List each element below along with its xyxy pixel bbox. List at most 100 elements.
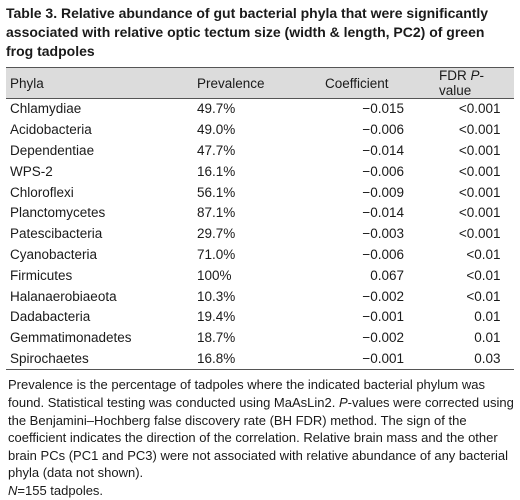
cell-phyla: WPS-2 (10, 163, 53, 179)
cell-coefficient: −0.002 (321, 328, 435, 349)
cell-coefficient-value: −0.006 (362, 163, 404, 179)
footnote-n-italic: N (8, 482, 18, 498)
cell-fdr-p-value: <0.01 (435, 265, 514, 286)
cell-fdr-value: 0.03 (474, 350, 501, 366)
cell-phyla: Cyanobacteria (10, 246, 98, 262)
header-coefficient: Coefficient (321, 67, 435, 99)
cell-fdr-value: <0.001 (458, 184, 501, 200)
cell-fdr-value: <0.001 (458, 205, 501, 221)
cell-fdr-p-value: 0.03 (435, 348, 514, 371)
cell-prevalence: 49.7% (197, 101, 236, 117)
cell-phyla: Spirochaetes (6, 348, 193, 371)
cell-fdr-p-value: <0.001 (435, 161, 514, 182)
cell-coefficient: −0.014 (321, 203, 435, 224)
cell-phyla: Chlamydiae (10, 101, 82, 117)
cell-prevalence: 49.0% (197, 122, 236, 138)
header-phyla: Phyla (6, 67, 193, 99)
cell-prevalence: 71.0% (197, 246, 236, 262)
table-row: Planctomycetes 87.1% −0.014 <0.001 (6, 203, 514, 224)
table-body: Chlamydiae 49.7% −0.015 <0.001 Acidobacteria… (6, 99, 514, 371)
header-fdr-prefix: FDR (439, 68, 471, 83)
footnote-p-italic: P (338, 394, 348, 410)
table-row: Chloroflexi 56.1% −0.009 <0.001 (6, 182, 514, 203)
data-table: Phyla Prevalence Coefficient FDR P-value… (6, 67, 514, 371)
cell-coefficient: −0.006 (321, 245, 435, 266)
table-row: Dadabacteria 19.4% −0.001 0.01 (6, 307, 514, 328)
cell-coefficient-value: −0.006 (362, 246, 404, 262)
cell-prevalence: 100% (197, 267, 232, 283)
cell-fdr-p-value: 0.01 (435, 328, 514, 349)
header-prevalence: Prevalence (193, 67, 321, 99)
cell-phyla: Planctomycetes (10, 205, 106, 221)
table-row: Chlamydiae 49.7% −0.015 <0.001 (6, 99, 514, 120)
cell-phyla: Acidobacteria (10, 122, 92, 138)
cell-prevalence: 19.4% (197, 309, 236, 325)
footnote-paragraph: Prevalence is the percentage of tadpoles… (8, 376, 514, 482)
cell-coefficient-value: −0.014 (362, 142, 404, 158)
cell-coefficient: −0.015 (321, 99, 435, 120)
cell-fdr-p-value: <0.001 (435, 120, 514, 141)
cell-fdr-p-value: <0.001 (435, 182, 514, 203)
footnote-n-text: =155 tadpoles. (17, 482, 104, 498)
table-row: Firmicutes 100% 0.067 <0.01 (6, 265, 514, 286)
cell-coefficient: −0.014 (321, 141, 435, 162)
cell-fdr-p-value: 0.01 (435, 307, 514, 328)
cell-coefficient: −0.001 (321, 348, 435, 371)
footnote-text-1: Prevalence is the percentage of tadpoles… (8, 377, 485, 410)
table-row: Dependentiae 47.7% −0.014 <0.001 (6, 141, 514, 162)
cell-prevalence: 16.8% (193, 348, 321, 371)
cell-coefficient-value: 0.067 (370, 267, 404, 283)
cell-fdr-p-value: <0.001 (435, 141, 514, 162)
cell-coefficient: −0.006 (321, 120, 435, 141)
table-footnote: Prevalence is the percentage of tadpoles… (6, 376, 514, 499)
cell-coefficient-value: −0.014 (362, 205, 404, 221)
cell-fdr-value: <0.001 (458, 101, 501, 117)
table-row: Halanaerobiaeota 10.3% −0.002 <0.01 (6, 286, 514, 307)
table-caption: Table 3. Relative abundance of gut bacte… (6, 4, 514, 61)
cell-phyla: Chloroflexi (10, 184, 74, 200)
cell-coefficient-value: −0.009 (362, 184, 404, 200)
cell-prevalence: 56.1% (197, 184, 236, 200)
cell-phyla: Gemmatimonadetes (10, 330, 132, 346)
cell-coefficient: −0.001 (321, 307, 435, 328)
table-row: Patescibacteria 29.7% −0.003 <0.001 (6, 224, 514, 245)
cell-fdr-value: <0.01 (466, 288, 501, 304)
cell-coefficient: −0.003 (321, 224, 435, 245)
cell-coefficient-value: −0.001 (362, 309, 404, 325)
table-row: WPS-2 16.1% −0.006 <0.001 (6, 161, 514, 182)
cell-prevalence: 87.1% (197, 205, 236, 221)
cell-fdr-value: <0.001 (458, 142, 501, 158)
cell-coefficient: 0.067 (321, 265, 435, 286)
table-title: Relative abundance of gut bacterial phyl… (6, 5, 489, 59)
cell-coefficient-value: −0.002 (362, 330, 404, 346)
cell-fdr-value: <0.01 (466, 246, 501, 262)
header-fdr-p-value: FDR P-value (435, 67, 514, 99)
cell-fdr-value: <0.001 (458, 226, 501, 242)
cell-coefficient: −0.002 (321, 286, 435, 307)
cell-fdr-p-value: <0.001 (435, 203, 514, 224)
cell-prevalence: 10.3% (197, 288, 236, 304)
cell-coefficient-value: −0.015 (362, 101, 404, 117)
cell-fdr-p-value: <0.001 (435, 224, 514, 245)
cell-coefficient: −0.009 (321, 182, 435, 203)
footnote-sample-size: N=155 tadpoles. (8, 482, 514, 500)
cell-coefficient-value: −0.001 (362, 350, 404, 366)
cell-coefficient-value: −0.003 (362, 226, 404, 242)
cell-coefficient-value: −0.002 (362, 288, 404, 304)
cell-fdr-value: 0.01 (474, 330, 501, 346)
cell-fdr-value: <0.001 (458, 122, 501, 138)
cell-fdr-value: <0.01 (466, 267, 501, 283)
header-fdr-p: P (470, 68, 480, 83)
cell-prevalence: 18.7% (197, 330, 236, 346)
cell-fdr-value: 0.01 (474, 309, 501, 325)
cell-phyla: Dadabacteria (10, 309, 91, 325)
cell-fdr-value: <0.001 (458, 163, 501, 179)
cell-phyla: Firmicutes (10, 267, 73, 283)
cell-fdr-p-value: <0.001 (435, 99, 514, 120)
cell-phyla: Halanaerobiaeota (10, 288, 117, 304)
header-fdr-suffix: -value (439, 68, 485, 98)
table-row: Gemmatimonadetes 18.7% −0.002 0.01 (6, 328, 514, 349)
table-row: Acidobacteria 49.0% −0.006 <0.001 (6, 120, 514, 141)
cell-prevalence: 16.1% (197, 163, 236, 179)
